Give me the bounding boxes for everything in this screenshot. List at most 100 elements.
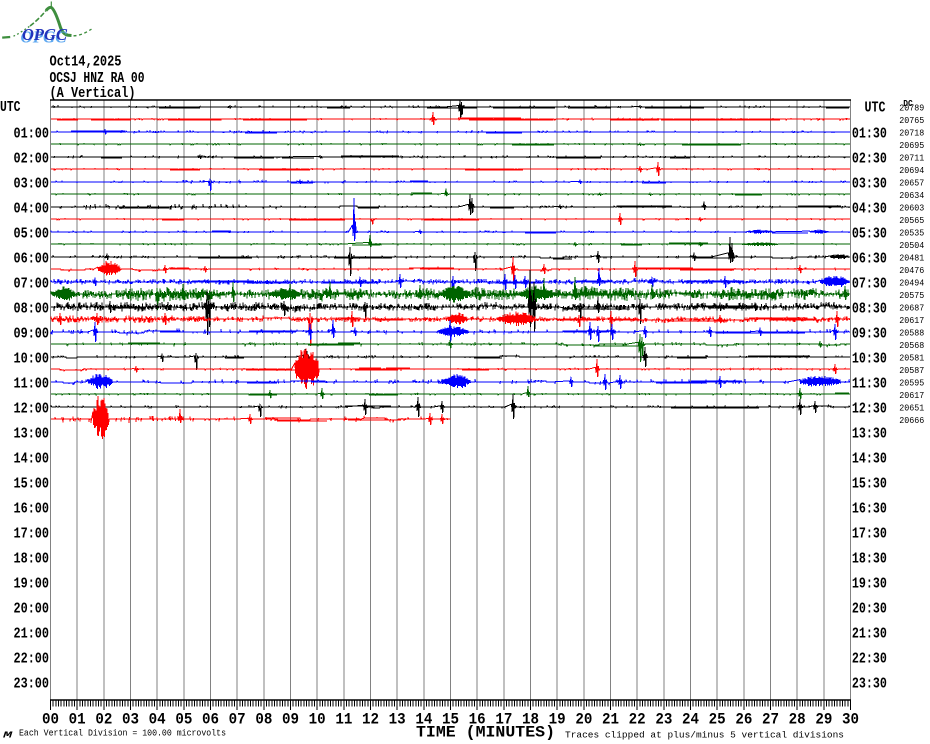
svg-text:00: 00 (42, 711, 59, 729)
svg-text:20789: 20789 (899, 104, 924, 114)
svg-text:01:30: 01:30 (852, 125, 887, 142)
svg-text:20565: 20565 (899, 216, 924, 226)
svg-text:23:30: 23:30 (852, 675, 887, 692)
svg-text:20695: 20695 (899, 141, 924, 151)
svg-text:15:00: 15:00 (14, 475, 50, 492)
svg-text:Oct14,2025: Oct14,2025 (50, 54, 122, 71)
svg-text:20694: 20694 (899, 166, 924, 176)
svg-text:20587: 20587 (899, 366, 924, 376)
svg-text:20651: 20651 (899, 404, 924, 414)
svg-text:07:00: 07:00 (14, 275, 50, 292)
svg-text:20:00: 20:00 (14, 600, 50, 617)
svg-text:06:00: 06:00 (14, 250, 50, 267)
svg-text:18:00: 18:00 (14, 550, 50, 567)
svg-text:20657: 20657 (899, 179, 924, 189)
svg-text:18: 18 (522, 711, 539, 729)
svg-text:20: 20 (575, 711, 592, 729)
svg-text:20718: 20718 (899, 129, 924, 139)
svg-text:22:00: 22:00 (14, 650, 50, 667)
svg-text:06: 06 (202, 711, 219, 729)
svg-text:20666: 20666 (899, 416, 924, 426)
svg-text:17: 17 (495, 711, 512, 729)
svg-text:20535: 20535 (899, 229, 924, 239)
svg-text:24: 24 (682, 711, 699, 729)
svg-text:08: 08 (255, 711, 272, 729)
svg-text:22:30: 22:30 (852, 650, 887, 667)
svg-text:14:00: 14:00 (14, 450, 50, 467)
svg-text:30: 30 (842, 711, 859, 729)
svg-text:20634: 20634 (899, 191, 924, 201)
svg-text:23: 23 (655, 711, 672, 729)
svg-text:01:00: 01:00 (14, 125, 50, 142)
svg-text:20581: 20581 (899, 354, 924, 364)
svg-text:08:00: 08:00 (14, 300, 50, 317)
svg-text:01: 01 (69, 711, 86, 729)
svg-text:17:30: 17:30 (852, 525, 887, 542)
svg-text:UTC: UTC (865, 100, 886, 117)
svg-text:20504: 20504 (899, 241, 924, 251)
svg-text:20711: 20711 (899, 154, 924, 164)
svg-text:11: 11 (335, 711, 352, 729)
svg-text:Traces clipped at plus/minus 5: Traces clipped at plus/minus 5 vertical … (565, 731, 844, 741)
svg-text:13:00: 13:00 (14, 425, 50, 442)
svg-text:25: 25 (709, 711, 726, 729)
svg-text:19: 19 (549, 711, 566, 729)
svg-text:14:30: 14:30 (852, 450, 887, 467)
svg-text:20687: 20687 (899, 304, 924, 314)
svg-text:17:00: 17:00 (14, 525, 50, 542)
svg-text:09: 09 (282, 711, 299, 729)
svg-text:10:30: 10:30 (852, 350, 887, 367)
svg-text:16: 16 (469, 711, 486, 729)
svg-text:02:30: 02:30 (852, 150, 887, 167)
svg-text:08:30: 08:30 (852, 300, 887, 317)
svg-text:20603: 20603 (899, 204, 924, 214)
svg-text:07: 07 (229, 711, 246, 729)
svg-text:04:30: 04:30 (852, 200, 887, 217)
svg-text:14: 14 (415, 711, 432, 729)
svg-text:20617: 20617 (899, 391, 924, 401)
svg-text:20595: 20595 (899, 379, 924, 389)
svg-text:05:30: 05:30 (852, 225, 887, 242)
svg-text:12: 12 (362, 711, 379, 729)
svg-text:19:00: 19:00 (14, 575, 50, 592)
svg-text:13: 13 (389, 711, 406, 729)
svg-text:UTC: UTC (0, 99, 21, 116)
svg-text:03:00: 03:00 (14, 175, 50, 192)
svg-text:10:00: 10:00 (14, 350, 50, 367)
svg-text:20481: 20481 (899, 254, 924, 264)
svg-text:06:30: 06:30 (852, 250, 887, 267)
svg-text:10: 10 (309, 711, 326, 729)
svg-text:OCSJ HNZ RA 00: OCSJ HNZ RA 00 (50, 70, 145, 87)
svg-text:13:30: 13:30 (852, 425, 887, 442)
svg-text:02:00: 02:00 (14, 150, 50, 167)
svg-text:12:00: 12:00 (14, 400, 50, 417)
svg-text:15:30: 15:30 (852, 475, 887, 492)
svg-text:19:30: 19:30 (852, 575, 887, 592)
svg-text:18:30: 18:30 (852, 550, 887, 567)
svg-text:04: 04 (149, 711, 166, 729)
svg-text:22: 22 (629, 711, 646, 729)
svg-text:03:30: 03:30 (852, 175, 887, 192)
svg-text:04:00: 04:00 (14, 200, 50, 217)
svg-text:11:30: 11:30 (852, 375, 887, 392)
svg-text:OPGC: OPGC (21, 28, 68, 47)
svg-text:21:00: 21:00 (14, 625, 50, 642)
svg-text:26: 26 (735, 711, 752, 729)
svg-text:TIME (MINUTES): TIME (MINUTES) (416, 724, 555, 742)
svg-text:20476: 20476 (899, 266, 924, 276)
svg-text:Each Vertical Division = 100.: Each Vertical Division = 100.00 microvol… (19, 729, 226, 739)
svg-text:12:30: 12:30 (852, 400, 887, 417)
svg-text:05: 05 (175, 711, 192, 729)
svg-text:20:30: 20:30 (852, 600, 887, 617)
svg-text:20617: 20617 (899, 316, 924, 326)
svg-text:16:30: 16:30 (852, 500, 887, 517)
svg-text:20575: 20575 (899, 291, 924, 301)
svg-text:05:00: 05:00 (14, 225, 50, 242)
svg-text:27: 27 (762, 711, 779, 729)
svg-text:15: 15 (442, 711, 459, 729)
svg-text:29: 29 (815, 711, 832, 729)
svg-text:20588: 20588 (899, 329, 924, 339)
svg-text:07:30: 07:30 (852, 275, 887, 292)
svg-text:21:30: 21:30 (852, 625, 887, 642)
svg-text:03: 03 (122, 711, 139, 729)
